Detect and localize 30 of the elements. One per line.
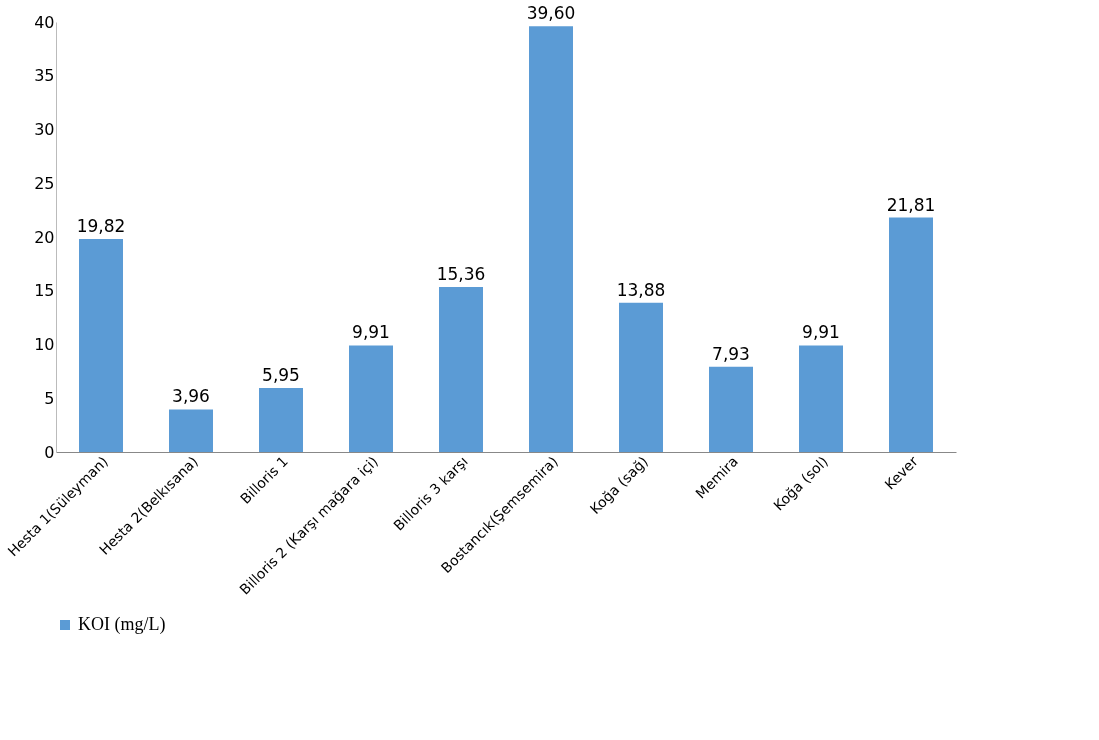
y-tick-label: 20: [34, 227, 55, 247]
data-label: 39,60: [526, 3, 576, 24]
bar: [889, 217, 933, 452]
bar: [619, 302, 663, 452]
bar: [799, 345, 843, 452]
bar: [529, 26, 573, 452]
bar: [709, 366, 753, 452]
y-tick-label: 35: [34, 66, 55, 86]
data-label: 9,91: [352, 322, 390, 343]
y-tick-label: 0: [44, 442, 55, 462]
bar: [349, 345, 393, 452]
legend-label: KOI (mg/L): [78, 614, 166, 635]
data-label: 19,82: [76, 215, 126, 236]
y-tick-label: 25: [34, 173, 55, 193]
data-label: 15,36: [436, 263, 486, 284]
y-tick-label: 5: [44, 388, 55, 408]
data-label: 21,81: [886, 194, 936, 215]
data-label: 5,95: [262, 365, 300, 386]
data-label: 13,88: [616, 279, 666, 300]
bar: [79, 238, 123, 452]
data-label: 3,96: [172, 386, 210, 407]
y-tick-label: 30: [34, 120, 55, 139]
data-label: 9,91: [802, 322, 840, 343]
bar: [439, 286, 483, 452]
y-tick-label: 40: [34, 12, 55, 32]
bar: [259, 388, 303, 452]
y-tick-label: 10: [34, 335, 55, 354]
data-label: 7,93: [712, 343, 750, 364]
y-tick-label: 15: [34, 281, 55, 301]
bar: [169, 409, 213, 452]
